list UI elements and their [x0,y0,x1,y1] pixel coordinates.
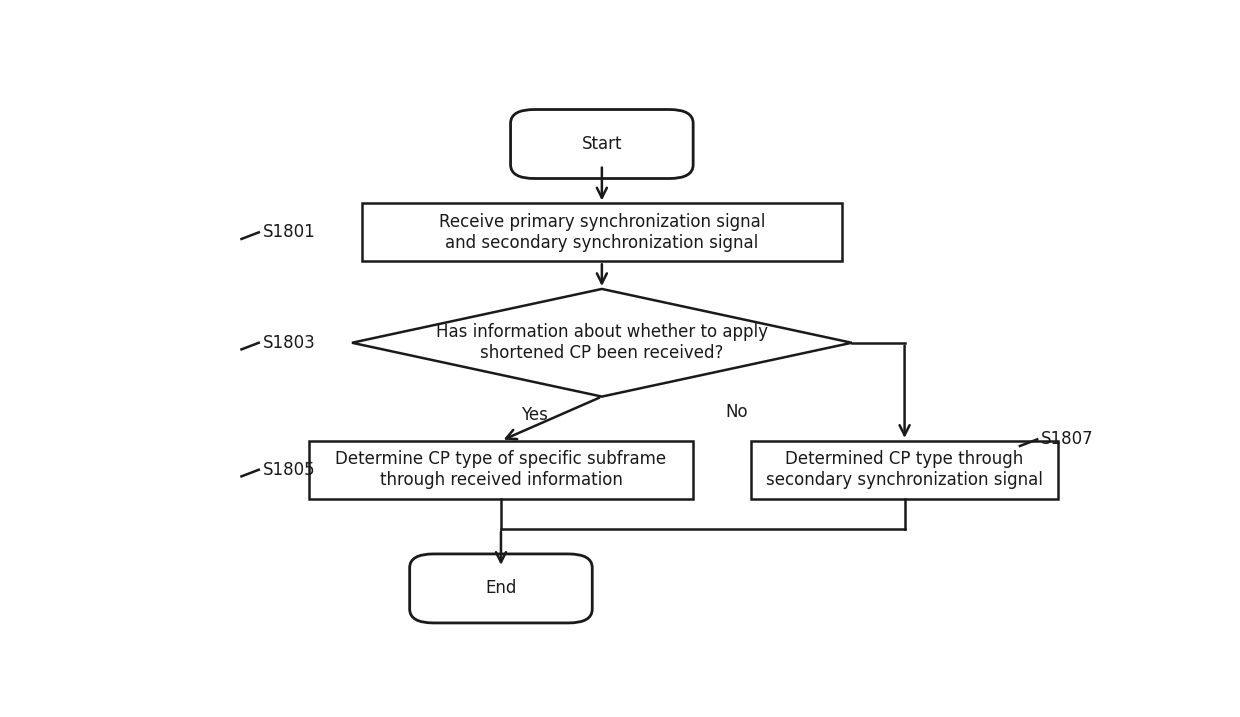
Text: S1805: S1805 [263,461,315,479]
Text: Start: Start [582,135,622,153]
Bar [751,441,1058,499]
FancyBboxPatch shape [409,554,593,623]
FancyBboxPatch shape [511,110,693,179]
Text: S1807: S1807 [1042,430,1094,448]
Text: End: End [485,579,517,597]
Text: No: No [725,403,748,421]
Text: Has information about whether to apply
shortened CP been received?: Has information about whether to apply s… [436,323,768,362]
Text: Yes: Yes [521,406,548,424]
Bar [309,441,693,499]
Polygon shape [352,289,852,397]
Bar [362,204,842,261]
Text: Receive primary synchronization signal
and secondary synchronization signal: Receive primary synchronization signal a… [439,213,765,252]
Text: S1803: S1803 [263,333,315,352]
Text: S1801: S1801 [263,223,315,242]
Text: Determine CP type of specific subframe
through received information: Determine CP type of specific subframe t… [335,450,667,489]
Text: Determined CP type through
secondary synchronization signal: Determined CP type through secondary syn… [766,450,1043,489]
